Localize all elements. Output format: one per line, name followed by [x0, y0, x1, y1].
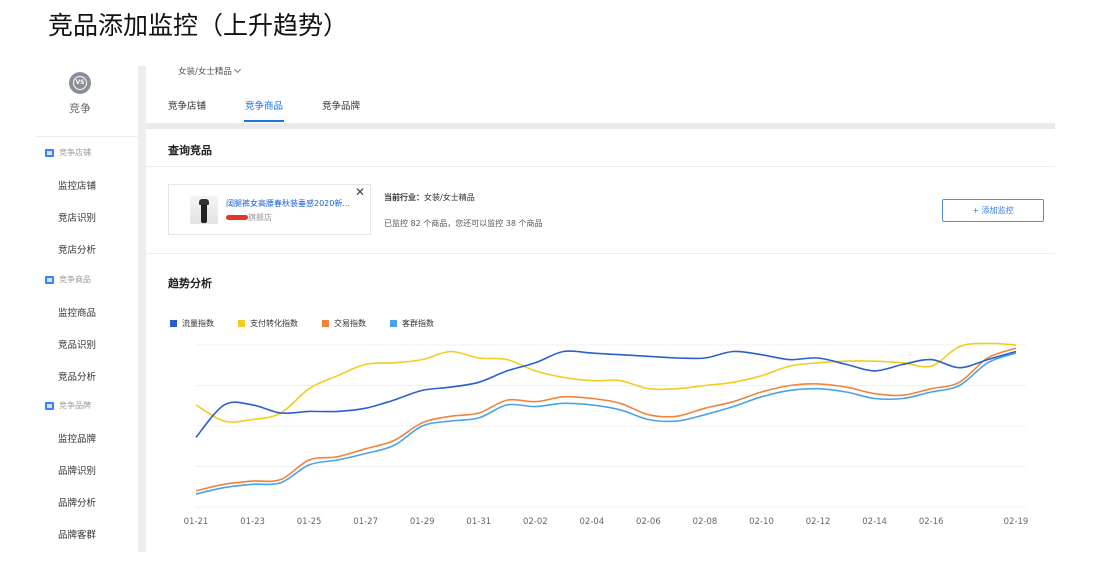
sidebar-group-label: 竞争店铺: [59, 148, 91, 157]
sidebar-group-brands[interactable]: 竞争品牌: [45, 400, 91, 411]
sidebar-item-monitor-products[interactable]: 监控商品: [58, 308, 97, 319]
x-tick-label: 01-31: [466, 517, 491, 527]
topbar-divider: [146, 123, 1055, 129]
legend-item[interactable]: 交易指数: [322, 318, 366, 329]
trend-section-title: 趋势分析: [168, 277, 212, 290]
vs-logo-icon: VS: [69, 72, 91, 94]
add-monitor-button[interactable]: + 添加监控: [942, 199, 1044, 222]
sidebar-item-brand-customers[interactable]: 品牌客群: [58, 530, 97, 541]
series-line-customers[interactable]: [195, 352, 1017, 495]
x-tick-label: 02-06: [636, 517, 661, 527]
legend-swatch: [390, 320, 397, 327]
sidebar-item-analyze-products[interactable]: 竞品分析: [58, 372, 97, 383]
product-thumbnail: [190, 196, 218, 224]
building-icon: [45, 401, 54, 410]
page-headline: 竞品添加监控（上升趋势）: [48, 11, 349, 40]
sidebar-item-analyze-brands[interactable]: 品牌分析: [58, 498, 97, 509]
x-tick-label: 02-14: [862, 517, 887, 527]
series-line-flow[interactable]: [195, 350, 1017, 438]
section-divider: [146, 166, 1055, 167]
legend-item[interactable]: 客群指数: [390, 318, 434, 329]
x-tick-label: 02-10: [749, 517, 774, 527]
sidebar-group-label: 竞争商品: [59, 275, 91, 284]
selected-product-card[interactable]: 阔腿裤女高腰春秋装垂感2020新... 旗舰店 ✕: [168, 184, 371, 235]
legend-label: 客群指数: [402, 319, 434, 328]
legend-swatch: [322, 320, 329, 327]
top-nav: 女装/女士精品 竞争店铺 竞争商品 竞争品牌: [146, 62, 1055, 124]
chevron-down-icon: [233, 65, 241, 74]
x-tick-label: 01-23: [240, 517, 265, 527]
redaction-mark: [226, 215, 248, 220]
legend-swatch: [170, 320, 177, 327]
content-panel: 查询竞品 阔腿裤女高腰春秋装垂感2020新... 旗舰店 ✕ 当前行业：女装/女…: [146, 129, 1055, 556]
product-shop: 旗舰店: [226, 212, 272, 223]
tab-bar: 竞争店铺 竞争商品 竞争品牌: [168, 98, 399, 122]
chart-legend: 流量指数 支付转化指数 交易指数 客群指数: [170, 318, 458, 329]
x-tick-label: 01-27: [353, 517, 378, 527]
tab-competing-products[interactable]: 竞争商品: [244, 98, 285, 122]
industry-label: 当前行业：: [384, 193, 424, 202]
close-icon[interactable]: ✕: [355, 185, 366, 199]
x-tick-label: 02-12: [806, 517, 831, 527]
industry-dropdown-value: 女装/女士精品: [178, 67, 232, 77]
legend-swatch: [238, 320, 245, 327]
sidebar-title: 竞争: [69, 102, 91, 115]
query-section-title: 查询竞品: [168, 144, 212, 157]
sidebar-item-monitor-brands[interactable]: 监控品牌: [58, 434, 97, 445]
product-shop-name: 旗舰店: [248, 213, 272, 222]
sidebar-group-products[interactable]: 竞争商品: [45, 274, 91, 285]
legend-item[interactable]: 支付转化指数: [238, 318, 298, 329]
sidebar-separator: [36, 136, 138, 137]
sidebar: VS 竞争 竞争店铺 监控店铺 竞店识别 竞店分析 竞争商品 监控商品 竞品识别…: [36, 66, 138, 556]
sidebar-item-monitor-shops[interactable]: 监控店铺: [58, 181, 97, 192]
x-tick-label: 02-04: [580, 517, 605, 527]
sidebar-group-label: 竞争品牌: [59, 401, 91, 410]
legend-label: 交易指数: [334, 319, 366, 328]
sidebar-item-identify-brands[interactable]: 品牌识别: [58, 466, 97, 477]
legend-label: 流量指数: [182, 319, 214, 328]
monitor-count-info: 已监控 82 个商品，您还可以监控 38 个商品: [384, 219, 543, 228]
sidebar-divider: [138, 66, 146, 552]
x-tick-label: 02-16: [919, 517, 944, 527]
current-industry: 当前行业：女装/女士精品: [384, 192, 475, 203]
tab-competing-shops[interactable]: 竞争店铺: [168, 101, 207, 112]
industry-dropdown[interactable]: 女装/女士精品: [178, 65, 241, 77]
x-tick-label: 02-02: [523, 517, 548, 527]
series-line-conversion[interactable]: [195, 342, 1017, 423]
sidebar-item-analyze-shops[interactable]: 竞店分析: [58, 245, 97, 256]
vs-logo-text: VS: [73, 76, 87, 90]
trend-line-chart[interactable]: 01-21 01-23 01-25 01-27 01-29 01-31 02-02 02-04…: [146, 129, 1055, 556]
section-divider: [146, 253, 1055, 254]
sidebar-group-shops[interactable]: 竞争店铺: [45, 147, 91, 158]
x-tick-label: 01-21: [184, 517, 209, 527]
building-icon: [45, 275, 54, 284]
legend-item[interactable]: 流量指数: [170, 318, 214, 329]
tab-competing-brands[interactable]: 竞争品牌: [322, 101, 361, 112]
x-tick-label: 02-08: [693, 517, 718, 527]
x-tick-label: 02-19: [1004, 517, 1029, 527]
industry-value: 女装/女士精品: [424, 193, 475, 202]
building-icon: [45, 148, 54, 157]
legend-label: 支付转化指数: [250, 319, 298, 328]
series-line-trade[interactable]: [195, 347, 1017, 492]
product-name-link[interactable]: 阔腿裤女高腰春秋装垂感2020新...: [226, 199, 350, 208]
x-tick-label: 01-25: [297, 517, 322, 527]
x-tick-label: 01-29: [410, 517, 435, 527]
sidebar-item-identify-products[interactable]: 竞品识别: [58, 340, 97, 351]
sidebar-item-identify-shops[interactable]: 竞店识别: [58, 213, 97, 224]
